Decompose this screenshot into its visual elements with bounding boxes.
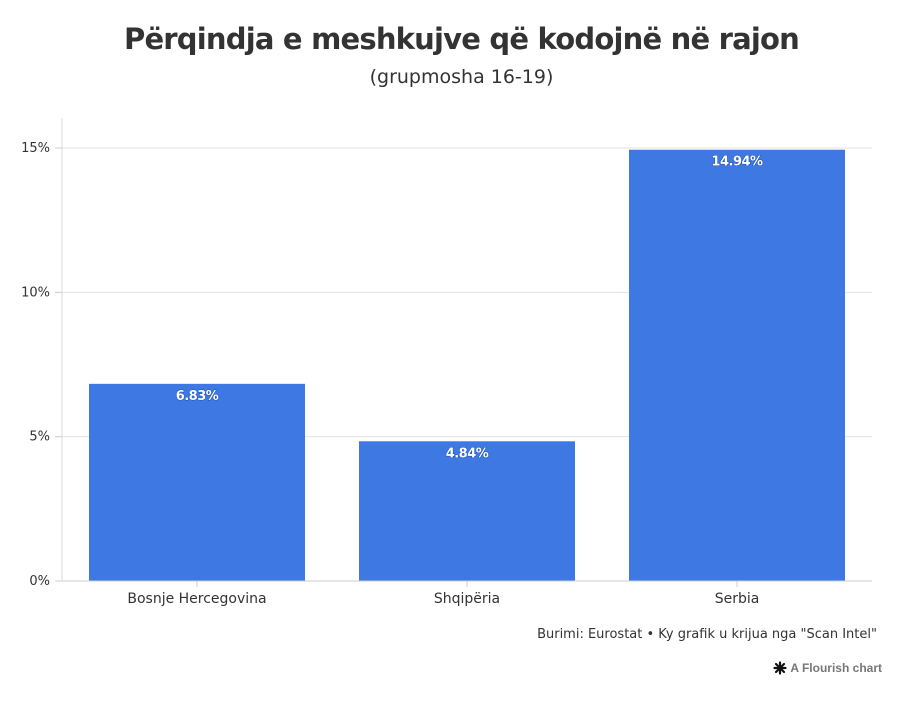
bar [89,383,305,581]
flourish-credit-label: A Flourish chart [790,661,882,675]
source-note: Burimi: Eurostat • Ky grafik u krijua ng… [537,627,877,642]
bar-data-label: 6.83% [176,389,219,404]
x-category-label: Bosnje Hercegovina [127,591,266,607]
x-category-label: Shqipëria [434,591,500,607]
y-tick-label: 0% [29,574,50,589]
flourish-asterisk-icon [773,661,788,675]
chart-title: Përqindja e meshkujve që kodojnë në rajo… [123,22,800,56]
x-category-label: Serbia [715,591,760,607]
y-tick-label: 10% [21,285,50,300]
chart-subtitle: (grupmosha 16-19) [369,66,554,88]
bar-data-label: 4.84% [446,446,489,461]
bar-chart: 0% 5% 10% 15% 6.83% Bosnje Hercegovina 4.84% Sh… [21,118,872,607]
bar [359,441,575,581]
y-tick-label: 5% [29,430,50,445]
bar [629,149,845,581]
bar-data-label: 14.94% [711,155,763,170]
y-tick-label: 15% [21,141,50,156]
flourish-credit-link[interactable]: A Flourish chart [773,661,882,675]
